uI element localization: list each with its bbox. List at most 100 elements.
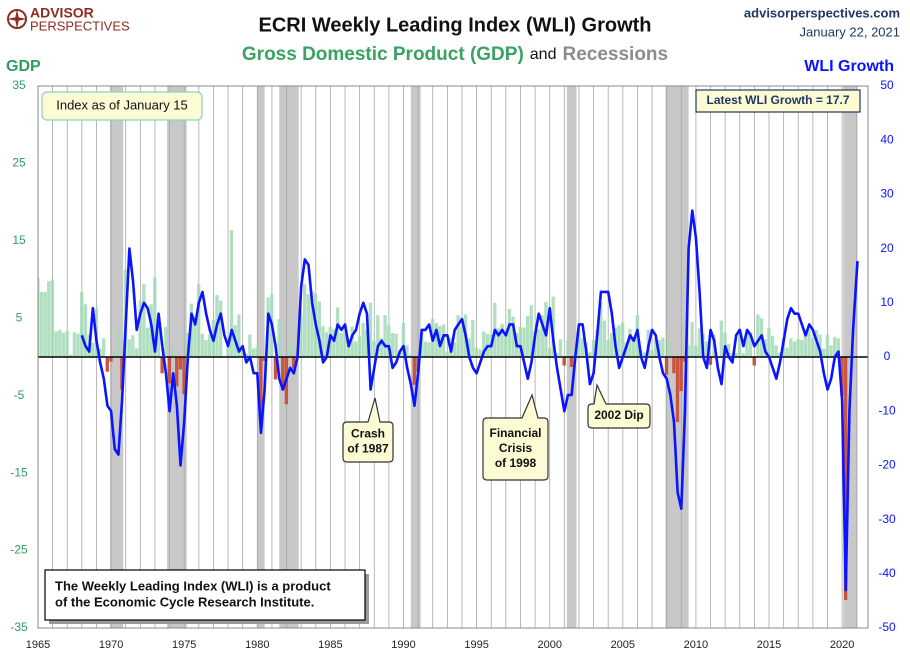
gdp-bar — [569, 357, 574, 368]
gdp-bar — [361, 322, 365, 357]
gdp-bar — [196, 284, 201, 357]
gdp-bar — [145, 327, 150, 357]
gdp-bar — [405, 345, 409, 357]
gdp-bar — [43, 291, 47, 357]
gdp-bar — [101, 338, 106, 357]
annotation-text: of 1987 — [347, 442, 389, 456]
chart-title: ECRI Weekly Leading Index (WLI) Growth — [259, 14, 652, 36]
gdp-bar — [482, 331, 486, 357]
gdp-bar — [675, 357, 680, 423]
gdp-bar — [292, 357, 296, 369]
gdp-bar — [478, 349, 482, 357]
gdp-bar — [661, 337, 665, 357]
gdp-bar — [511, 316, 515, 357]
gdp-bar — [229, 230, 234, 357]
gdp-bar — [368, 302, 373, 357]
gdp-bar — [803, 332, 808, 357]
site: advisorperspectives.com — [744, 5, 900, 20]
x-tick-label: 1970 — [99, 639, 123, 651]
x-tick-label: 1965 — [26, 639, 50, 651]
gdp-bar — [540, 315, 544, 357]
gdp-bar — [207, 334, 212, 357]
annotation: Latest WLI Growth = 17.7 — [695, 89, 861, 113]
annotation-box — [41, 91, 203, 121]
gdp-bar — [807, 329, 811, 357]
x-tick-label: 1980 — [245, 639, 269, 651]
gdp-bar — [306, 294, 311, 357]
y2-tick-label: 0 — [884, 349, 891, 363]
y2-tick-label: 10 — [880, 295, 894, 309]
gdp-bar — [606, 339, 610, 357]
gdp-bar — [427, 342, 431, 357]
y-tick-label: -35 — [10, 620, 28, 634]
gdp-bar — [116, 329, 120, 357]
annotation: 2002 Dip — [587, 382, 651, 429]
y-axis-label: GDP — [6, 58, 41, 75]
y2-tick-label: -30 — [878, 512, 896, 526]
gdp-bar — [226, 346, 230, 357]
gdp-bar — [240, 350, 245, 357]
gdp-bar — [346, 344, 351, 357]
gdp-bar — [566, 340, 570, 357]
gdp-bar — [822, 348, 826, 357]
gdp-bar — [705, 341, 709, 357]
gdp-bar — [98, 348, 102, 357]
gdp-bar — [471, 319, 475, 357]
annotation-text: Crisis — [499, 441, 533, 455]
gdp-bar — [474, 347, 479, 357]
gdp-bar — [390, 332, 395, 357]
y2-tick-label: 30 — [880, 187, 894, 201]
gdp-bar — [719, 320, 724, 357]
gdp-bar — [273, 357, 278, 380]
gdp-bar — [577, 329, 581, 357]
gdp-bar — [445, 351, 449, 357]
x-tick-label: 2020 — [830, 639, 854, 651]
y-tick-label: -15 — [10, 465, 28, 479]
gdp-bar — [383, 315, 387, 357]
gdp-bar — [90, 343, 95, 357]
gdp-bar — [774, 345, 778, 357]
gdp-bar — [72, 332, 77, 357]
gdp-bar — [69, 354, 73, 357]
gdp-bar — [288, 343, 292, 357]
gdp-bar — [620, 322, 625, 357]
gdp-bar — [547, 347, 552, 357]
annotation-box — [587, 382, 651, 429]
subtitle-part: Gross Domestic Product (GDP) — [242, 44, 524, 65]
gdp-bar — [555, 353, 559, 357]
gdp-bar — [789, 338, 793, 357]
gdp-bar — [376, 315, 380, 357]
gdp-bar — [365, 329, 369, 357]
annotation-box — [482, 393, 549, 481]
gdp-bar — [518, 326, 523, 357]
gdp-bar — [259, 357, 263, 419]
y-tick-label: -25 — [10, 543, 28, 557]
gdp-bar — [423, 341, 427, 357]
gdp-bar — [529, 305, 533, 357]
gdp-bar — [61, 332, 66, 357]
annotation-box — [44, 569, 366, 621]
gdp-bar — [200, 333, 205, 357]
gdp-bar — [496, 328, 501, 357]
annotation-text: Index as of January 15 — [56, 97, 188, 112]
annotation-text: Crash — [351, 427, 385, 441]
gdp-bar — [456, 315, 460, 357]
gdp-bar — [741, 353, 745, 357]
annotation-text: Financial — [489, 426, 541, 440]
gdp-bar — [412, 357, 417, 385]
gdp-bar — [726, 343, 731, 357]
gdp-bar — [339, 332, 343, 357]
gdp-bar — [752, 357, 756, 366]
gdp-bar — [664, 357, 669, 375]
gdp-bar — [617, 325, 621, 357]
gdp-bar — [504, 332, 508, 357]
gdp-bar — [507, 308, 512, 357]
x-tick-label: 1985 — [318, 639, 342, 651]
gdp-bar — [694, 345, 698, 357]
gdp-bar — [277, 319, 281, 357]
annotation-text: of the Economic Cycle Research Institute… — [55, 594, 314, 609]
logo-text: ADVISOR — [30, 5, 94, 21]
gdp-bar — [164, 326, 168, 357]
x-tick-label: 2010 — [684, 639, 708, 651]
